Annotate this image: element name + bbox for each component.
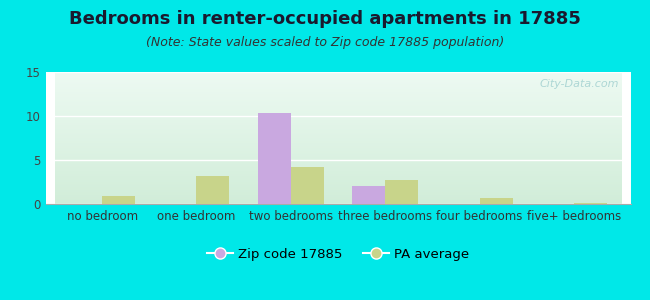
Text: (Note: State values scaled to Zip code 17885 population): (Note: State values scaled to Zip code 1… xyxy=(146,36,504,49)
Bar xyxy=(291,167,324,204)
Legend: Zip code 17885, PA average: Zip code 17885, PA average xyxy=(202,242,474,266)
Bar xyxy=(385,180,418,204)
Bar xyxy=(352,186,385,204)
Bar xyxy=(574,203,607,204)
Bar xyxy=(258,113,291,204)
Bar xyxy=(196,176,229,204)
Text: Bedrooms in renter-occupied apartments in 17885: Bedrooms in renter-occupied apartments i… xyxy=(69,11,581,28)
Bar xyxy=(480,198,513,204)
Text: City-Data.com: City-Data.com xyxy=(540,79,619,88)
Bar xyxy=(102,196,135,204)
